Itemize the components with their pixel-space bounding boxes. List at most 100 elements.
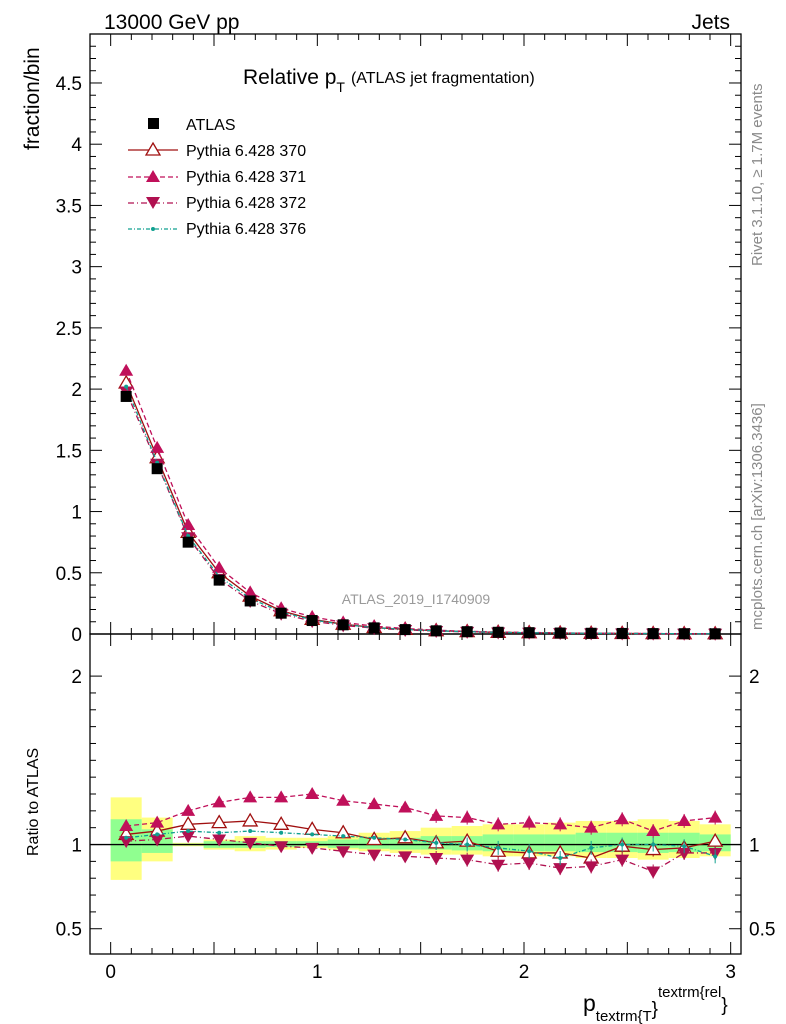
x-axis-label-sub: textrm{T (596, 1008, 652, 1024)
ratio-data-point (367, 797, 382, 810)
main-y-axis-label: fraction/bin (21, 47, 44, 150)
data-point (585, 627, 597, 639)
x-tick-label: 2 (519, 962, 530, 983)
data-point (182, 536, 194, 548)
ratio-data-point (274, 841, 289, 854)
legend-label-372: Pythia 6.428 372 (186, 195, 306, 212)
ratio-data-point (589, 845, 594, 850)
mcplots-label: mcplots.cern.ch [arXiv:1306.3436] (749, 403, 766, 630)
data-point (678, 628, 690, 640)
ratio-series-line (126, 793, 716, 832)
ratio-data-point (522, 815, 537, 828)
ratio-data-point (646, 866, 661, 879)
data-point (430, 625, 442, 637)
x-axis-label-sup: textrm{rel (658, 984, 721, 1001)
legend-marker-371 (146, 170, 160, 182)
y-tick-label: 3.5 (56, 196, 82, 217)
y-tick-label: 0.5 (56, 564, 82, 585)
chart-title-sub: T (336, 79, 345, 95)
data-point (337, 619, 349, 631)
ratio-data-point (491, 859, 506, 872)
ratio-y-tick-label-right: 1 (749, 836, 760, 857)
ratio-data-point (496, 845, 501, 850)
ratio-data-point (620, 842, 625, 847)
ratio-y-tick-label-right: 0.5 (749, 920, 775, 941)
ratio-data-point (273, 816, 290, 830)
data-point (554, 627, 566, 639)
x-axis-label-brace: } (652, 999, 658, 1020)
ratio-data-point (211, 814, 228, 829)
data-point (213, 574, 225, 586)
y-tick-label: 4.5 (56, 74, 82, 95)
data-point (212, 560, 227, 573)
ratio-data-point (248, 829, 253, 834)
ratio-data-point (677, 813, 692, 826)
header-process: Jets (691, 11, 730, 34)
legend-label-atlas: ATLAS (186, 117, 236, 134)
ratio-data-point (465, 842, 470, 847)
x-axis-label-main: p (583, 990, 596, 1016)
ratio-data-point (677, 847, 692, 860)
ratio-y-tick-label: 0.5 (56, 920, 82, 941)
ratio-data-point (651, 842, 656, 847)
data-point (492, 626, 504, 638)
ratio-data-point (367, 849, 382, 862)
ratio-data-point (682, 844, 687, 849)
legend-label-370: Pythia 6.428 370 (186, 143, 306, 160)
ratio-data-point (460, 810, 475, 823)
ratio-data-point (155, 832, 160, 837)
band-green (389, 837, 421, 850)
band-green (544, 834, 576, 852)
data-point (124, 384, 129, 389)
y-tick-label: 4 (71, 135, 82, 156)
data-point (461, 626, 473, 638)
ratio-panel-frame (89, 633, 742, 955)
ratio-data-point (119, 819, 134, 831)
ratio-y-tick-label: 2 (71, 667, 82, 688)
data-point (523, 627, 535, 639)
main-series-group (118, 363, 724, 641)
rivet-label: Rivet 3.1.10, ≥ 1.7M events (749, 84, 766, 267)
ratio-data-point (522, 858, 537, 871)
ratio-data-point (429, 853, 444, 865)
ratio-data-point (553, 863, 568, 876)
ratio-data-point (553, 817, 568, 830)
ratio-data-point (217, 830, 222, 835)
ratio-data-point (460, 854, 475, 867)
x-tick-label: 1 (312, 962, 323, 983)
ratio-data-point (398, 800, 413, 813)
ratio-data-point (180, 816, 197, 830)
data-point (306, 615, 318, 627)
data-point (709, 628, 721, 640)
ratio-data-point (186, 829, 191, 834)
ratio-data-point (243, 790, 258, 803)
ratio-data-point (119, 836, 134, 849)
ratio-data-point (398, 851, 413, 864)
chart-title-main: Relative p (243, 66, 336, 89)
ratio-data-point (615, 854, 630, 867)
ratio-data-point (336, 846, 351, 859)
ratio-data-point (713, 854, 718, 859)
data-point (368, 622, 380, 634)
ratio-data-point (150, 834, 165, 847)
y-tick-label: 1 (71, 503, 82, 524)
ratio-data-point (491, 817, 506, 830)
chart-title: Relative pT (ATLAS jet fragmentation) (243, 66, 535, 95)
ratio-axis-ticks: 0.5 0.5 1 1 2 2 0 1 2 3 (56, 634, 775, 983)
data-point (647, 628, 659, 640)
legend-label-376: Pythia 6.428 376 (186, 221, 306, 238)
data-point (120, 390, 132, 402)
ratio-y-axis-label: Ratio to ATLAS (25, 748, 42, 856)
ratio-data-point (527, 849, 532, 854)
chart-title-note: (ATLAS jet fragmentation) (351, 70, 535, 87)
data-point (243, 585, 258, 598)
ratio-data-point (372, 835, 377, 840)
y-tick-label: 3 (71, 258, 82, 279)
y-tick-label: 0 (71, 625, 82, 646)
ratio-series-group (118, 787, 724, 879)
y-tick-label: 1.5 (56, 441, 82, 462)
ratio-data-point (181, 803, 196, 816)
data-point (151, 463, 163, 475)
ratio-data-point (403, 837, 408, 842)
legend-marker-372 (146, 197, 160, 209)
